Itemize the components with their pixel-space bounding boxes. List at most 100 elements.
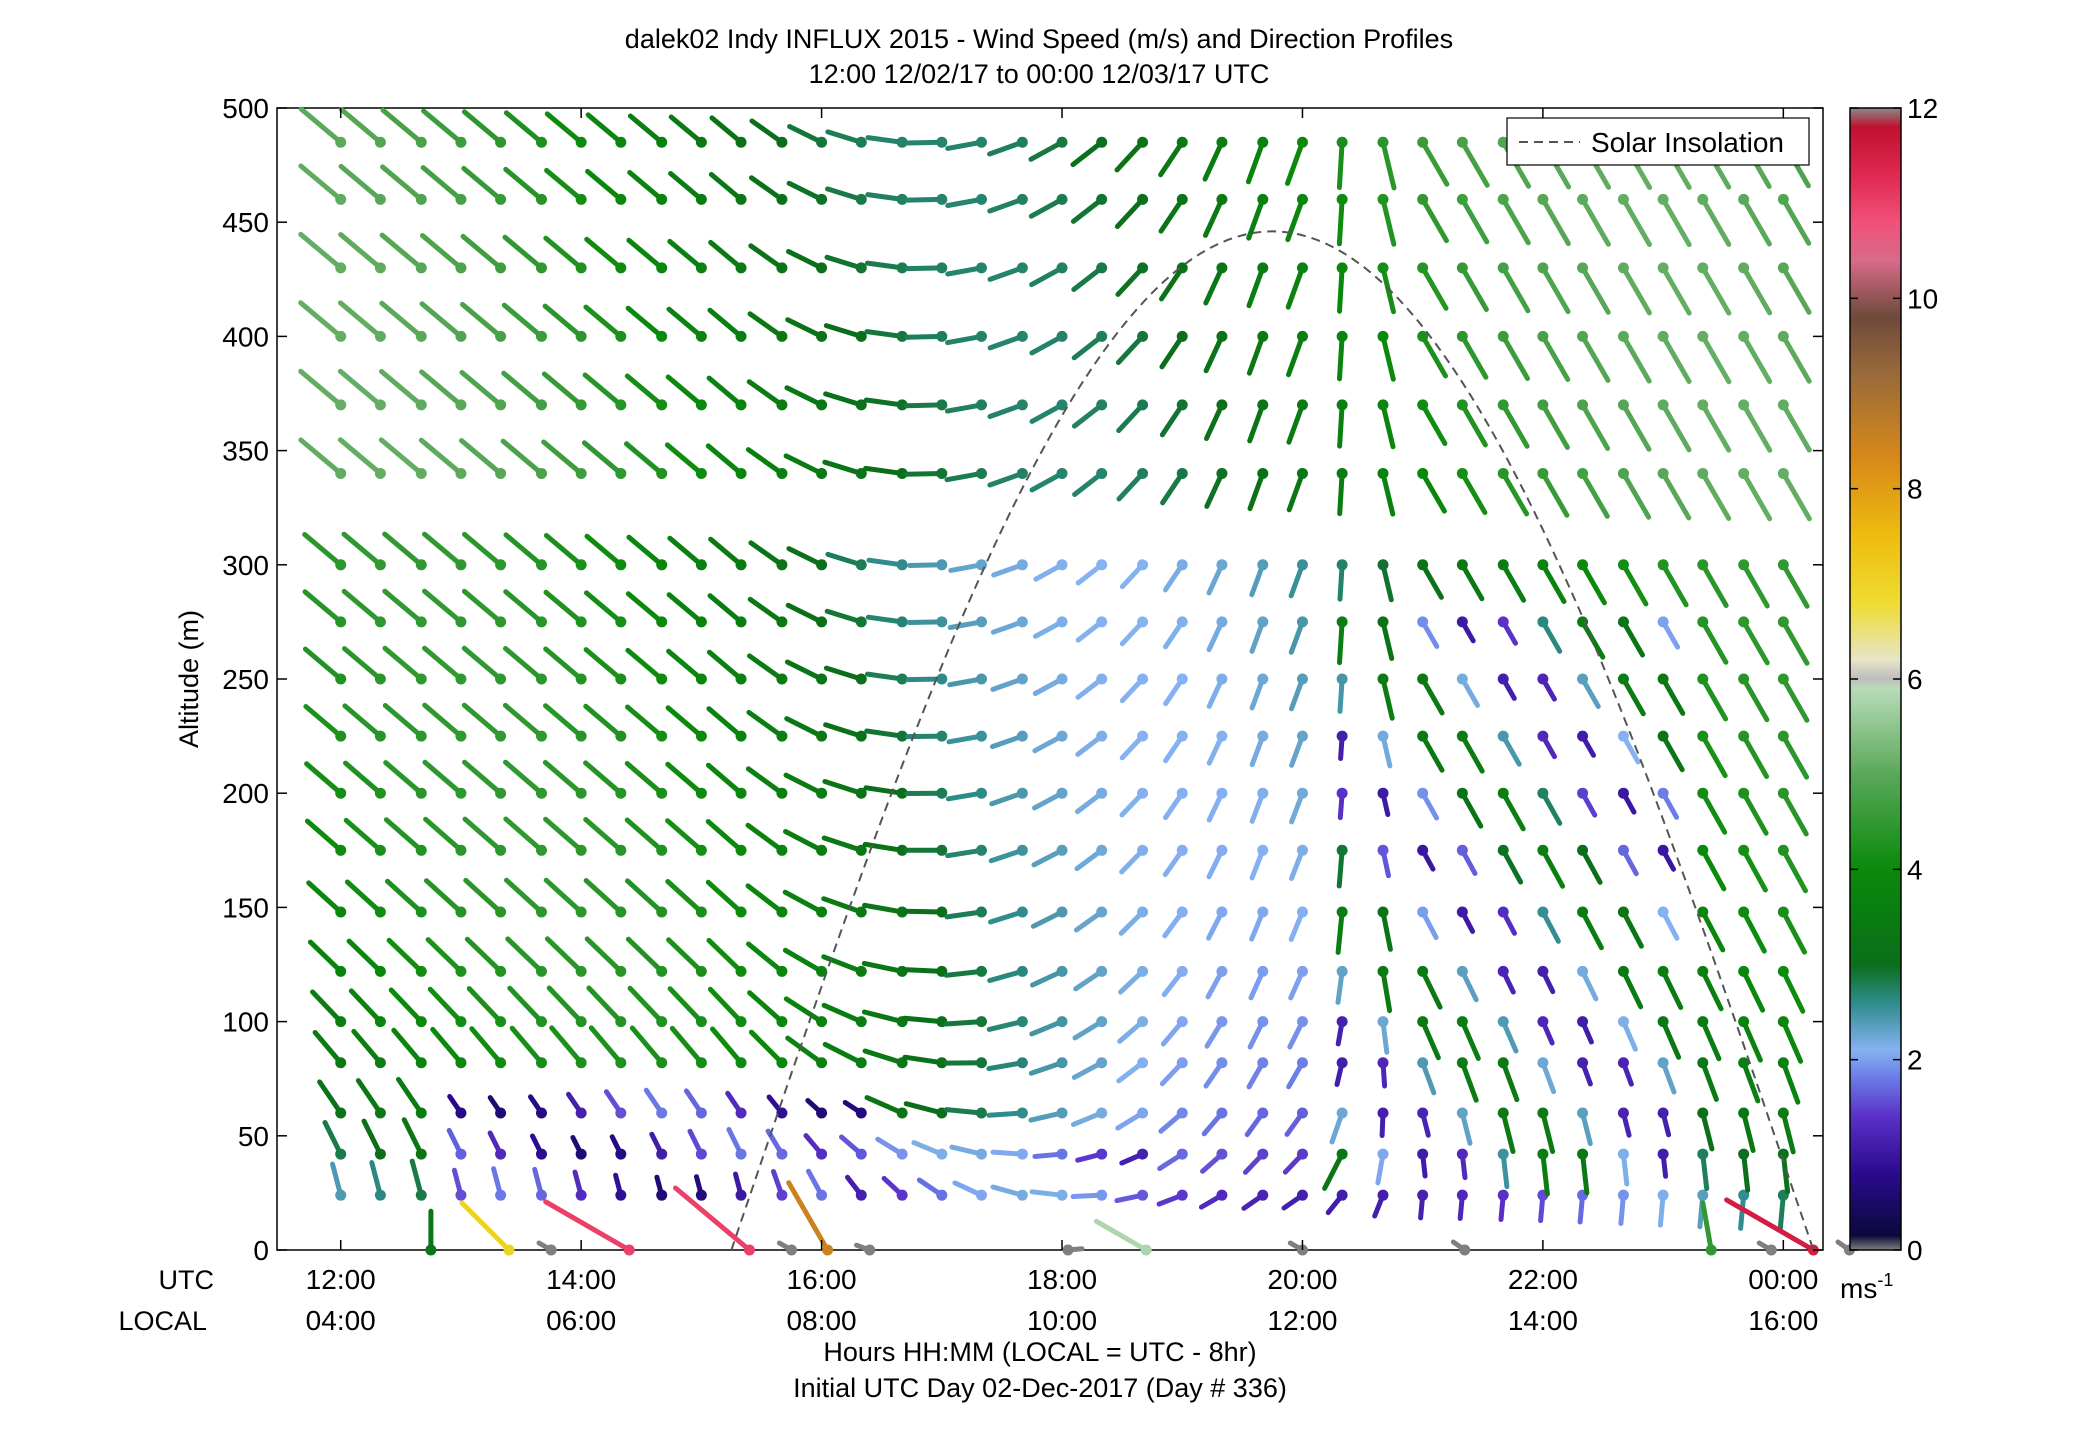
wind-barb-point: [576, 1107, 587, 1118]
wind-barb-point: [1378, 966, 1389, 977]
wind-barb-point: [495, 262, 506, 273]
wind-barb-point: [897, 559, 908, 570]
wind-barb-point: [1738, 616, 1749, 627]
wind-barb-point: [736, 137, 747, 148]
wind-barb-point: [1577, 788, 1588, 799]
surface-wind-barb-point: [624, 1245, 635, 1256]
wind-barb-point: [1537, 1107, 1548, 1118]
wind-barb-point: [1537, 194, 1548, 205]
wind-barb-point: [1738, 1149, 1749, 1160]
wind-barb-point: [1537, 966, 1548, 977]
wind-barb-point: [1137, 399, 1148, 410]
wind-barb-point: [1417, 1107, 1428, 1118]
wind-barb-point: [1577, 262, 1588, 273]
wind-barb-shaft: [1340, 622, 1343, 663]
wind-barb-point: [1577, 1016, 1588, 1027]
wind-barb-point: [495, 731, 506, 742]
wind-barb-point: [656, 559, 667, 570]
wind-barb-point: [1137, 616, 1148, 627]
wind-barb-point: [416, 845, 427, 856]
wind-barb-point: [897, 1107, 908, 1118]
wind-barb-point: [1177, 194, 1188, 205]
wind-barb-point: [976, 194, 987, 205]
wind-barb-point: [1417, 788, 1428, 799]
y-tick-label: 100: [222, 1007, 269, 1038]
wind-barb-point: [1378, 1149, 1389, 1160]
wind-barb-point: [1417, 137, 1428, 148]
wind-barb-point: [1457, 559, 1468, 570]
wind-barb-point: [1337, 1057, 1348, 1068]
wind-barb-point: [335, 194, 346, 205]
wind-barb-point: [1658, 966, 1669, 977]
wind-barb-point: [1057, 137, 1068, 148]
wind-barb-point: [1096, 906, 1107, 917]
wind-barb-point: [1738, 1016, 1749, 1027]
wind-barb-point: [1697, 731, 1708, 742]
wind-barb-point: [576, 906, 587, 917]
wind-barb-point: [1137, 1107, 1148, 1118]
y-tick-label: 400: [222, 321, 269, 352]
wind-barb-point: [455, 1016, 466, 1027]
wind-barb-point: [1297, 1016, 1308, 1027]
wind-barb-point: [696, 966, 707, 977]
wind-barb-point: [1738, 966, 1749, 977]
wind-barb-point: [536, 194, 547, 205]
wind-barb-point: [375, 674, 386, 685]
wind-barb-point: [936, 674, 947, 685]
wind-barb-point: [375, 399, 386, 410]
wind-barb-point: [615, 966, 626, 977]
wind-barb-point: [776, 331, 787, 342]
wind-barb-point: [776, 1107, 787, 1118]
wind-barb-point: [335, 468, 346, 479]
chart-subtitle: 12:00 12/02/17 to 00:00 12/03/17 UTC: [809, 59, 1270, 89]
wind-barb-point: [1417, 559, 1428, 570]
wind-barb-point: [1738, 731, 1749, 742]
wind-barb-point: [1618, 845, 1629, 856]
wind-barb-point: [1738, 906, 1749, 917]
wind-barb-point: [536, 845, 547, 856]
wind-barb-point: [1216, 262, 1227, 273]
wind-barb-point: [1778, 331, 1789, 342]
colorbar-unit-exponent: -1: [1877, 1270, 1893, 1290]
wind-barb-point: [736, 788, 747, 799]
colorbar-tick-label: 12: [1907, 93, 1938, 124]
wind-barb-point: [1257, 559, 1268, 570]
wind-barb-point: [536, 788, 547, 799]
wind-barb-point: [615, 331, 626, 342]
wind-barb-point: [816, 845, 827, 856]
wind-barb-point: [656, 1016, 667, 1027]
wind-barb-point: [416, 906, 427, 917]
wind-barb-point: [1778, 1149, 1789, 1160]
wind-barb-point: [455, 616, 466, 627]
wind-barb-point: [1417, 906, 1428, 917]
x-tick-label-utc: 14:00: [546, 1264, 616, 1295]
wind-barb-point: [1498, 468, 1509, 479]
wind-barb-point: [1618, 1016, 1629, 1027]
wind-barb-point: [375, 1057, 386, 1068]
x-tick-label-local: 06:00: [546, 1305, 616, 1336]
wind-barb-point: [1417, 674, 1428, 685]
wind-barb-point: [656, 1107, 667, 1118]
wind-barb-point: [1697, 788, 1708, 799]
wind-barb-point: [976, 468, 987, 479]
wind-barb-point: [1738, 559, 1749, 570]
wind-barb-point: [1297, 1057, 1308, 1068]
x-tick-label-local: 08:00: [787, 1305, 857, 1336]
wind-barb-point: [1257, 788, 1268, 799]
wind-barb-shaft: [1339, 142, 1342, 187]
wind-barb-point: [1177, 1016, 1188, 1027]
wind-barb-point: [1216, 966, 1227, 977]
wind-barb-point: [1577, 194, 1588, 205]
wind-barb-point: [375, 331, 386, 342]
wind-barb-point: [1658, 1016, 1669, 1027]
wind-barb-point: [1537, 731, 1548, 742]
wind-barb-point: [335, 1016, 346, 1027]
wind-barb-point: [1618, 731, 1629, 742]
colorbar-tick-label: 2: [1907, 1045, 1923, 1076]
wind-barb-point: [1096, 399, 1107, 410]
wind-barb-point: [1498, 1057, 1509, 1068]
wind-barb-point: [1697, 616, 1708, 627]
wind-barb-point: [1778, 616, 1789, 627]
wind-barb-point: [335, 399, 346, 410]
wind-barb-point: [656, 194, 667, 205]
